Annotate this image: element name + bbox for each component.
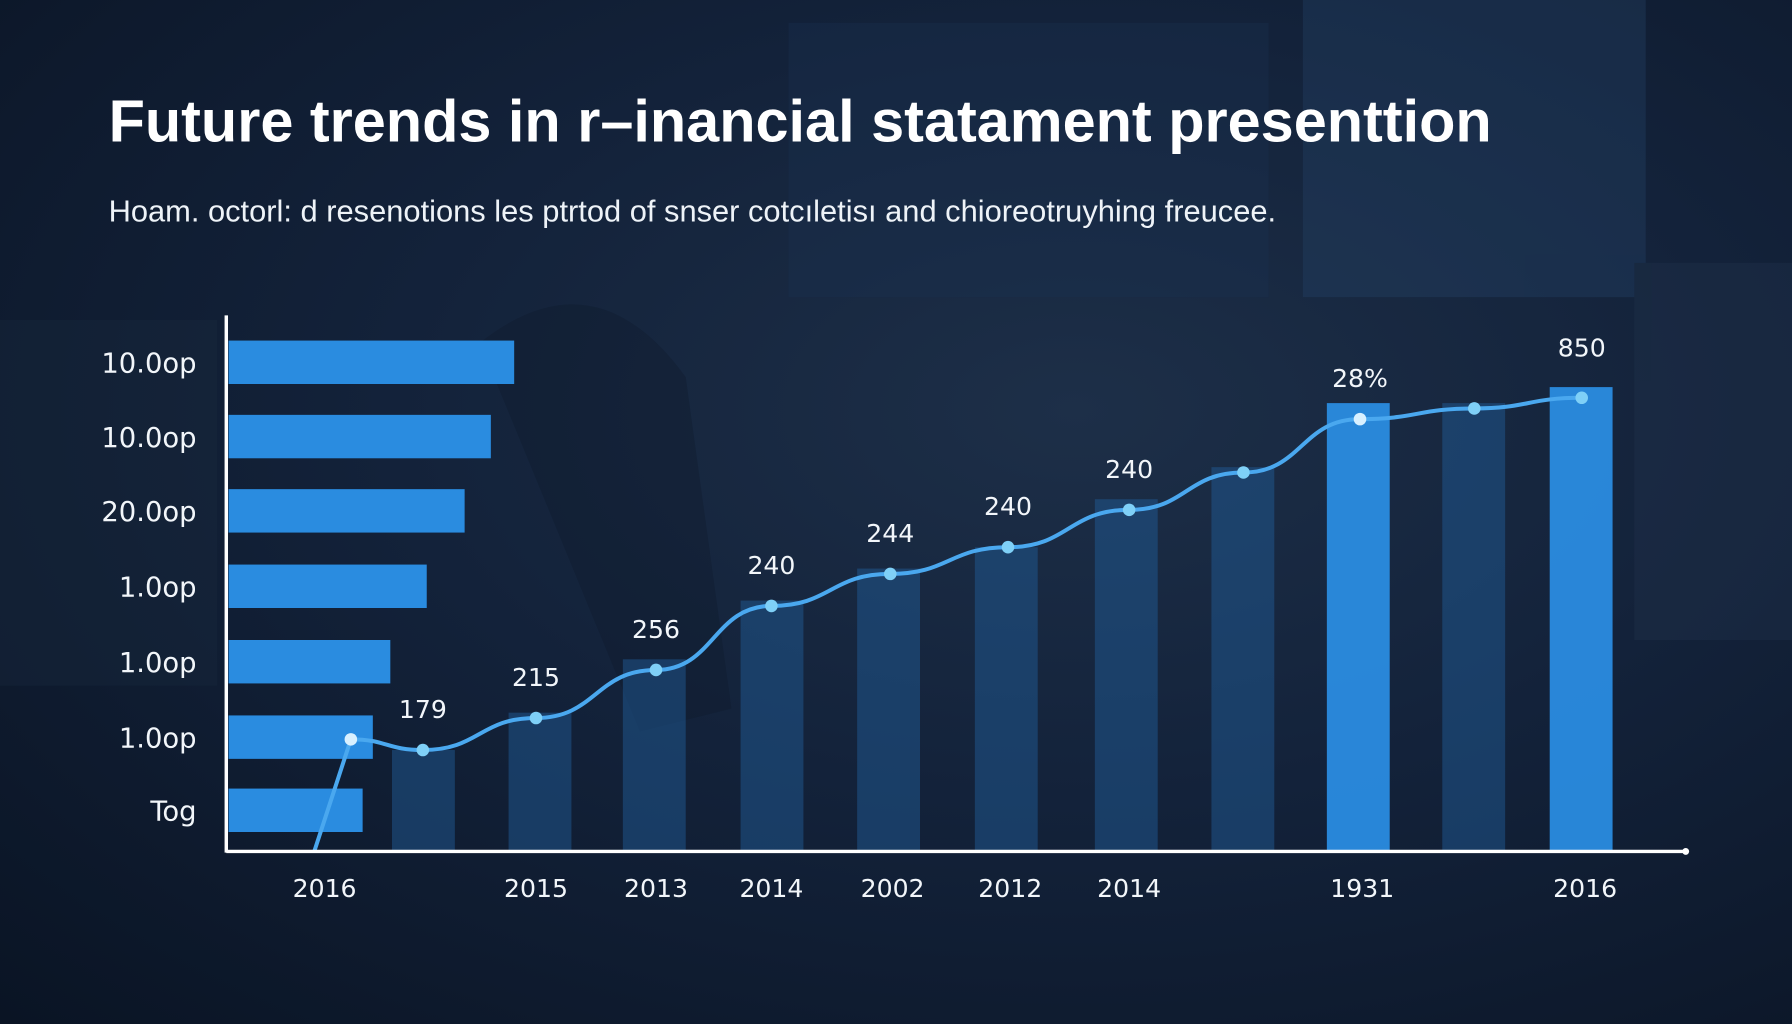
column-bar: [974, 547, 1038, 852]
line-point: [649, 663, 663, 677]
data-label: 256: [632, 615, 680, 644]
data-label: 240: [984, 492, 1032, 521]
horizontal-bar: [228, 414, 491, 459]
line-point: [1353, 412, 1367, 426]
column-bar: [622, 659, 686, 852]
x-tick-label: 1931: [1330, 874, 1394, 903]
chart-subtitle: Hoam. octorl: d resenotions les ptrtod o…: [109, 194, 1277, 229]
column-bar: [508, 712, 572, 852]
line-point: [529, 711, 543, 725]
column-bar: [1326, 403, 1390, 852]
x-tick-label: 2015: [504, 874, 568, 903]
column-bar: [1211, 467, 1275, 852]
line-point: [1575, 391, 1588, 405]
line-point: [1237, 466, 1250, 479]
column-bar: [857, 568, 920, 852]
horizontal-bar: [228, 640, 391, 684]
x-tick-label: 2002: [861, 874, 925, 903]
horizontal-bar: [228, 564, 427, 608]
column-bar: [740, 600, 804, 852]
data-label: 240: [1105, 455, 1153, 484]
chart-title: Future trends in r–inancial statament pr…: [109, 88, 1492, 155]
horizontal-bar: [228, 489, 465, 533]
y-tick-label: 1.0op: [119, 723, 197, 754]
data-label: 244: [866, 519, 914, 548]
line-point: [1468, 402, 1481, 415]
data-label: 179: [399, 695, 447, 724]
y-tick-label: 20.0op: [101, 497, 196, 528]
column-bar: [1094, 499, 1158, 852]
line-point: [884, 567, 897, 581]
y-tick-label: 1.0op: [119, 573, 197, 604]
horizontal-bar: [228, 340, 515, 384]
line-point: [765, 599, 778, 613]
data-label: 240: [747, 551, 795, 580]
background-decor: [788, 0, 1792, 640]
y-tick-label: Tog: [149, 797, 196, 828]
horizontal-bar: [228, 788, 363, 832]
y-tick-label: 10.0op: [101, 349, 196, 380]
y-tick-label: 10.0op: [101, 423, 196, 454]
line-point: [344, 733, 358, 746]
line-point: [416, 743, 430, 757]
column-bar: [1442, 403, 1506, 852]
trend-line: [312, 395, 1582, 853]
x-tick-label: 2014: [1097, 874, 1161, 903]
x-tick-label: 2013: [624, 874, 688, 903]
x-tick-label: 2016: [293, 874, 357, 903]
x-axis-end: [1682, 848, 1690, 855]
data-label: 850: [1558, 334, 1606, 363]
x-tick-label: 2012: [978, 874, 1042, 903]
line-point: [1122, 503, 1136, 517]
x-tick-label: 2014: [739, 874, 803, 903]
data-label: 215: [512, 663, 560, 692]
y-tick-label: 1.0op: [119, 648, 197, 679]
data-label: 28%: [1332, 364, 1388, 393]
x-tick-label: 2016: [1553, 874, 1617, 903]
column-bar: [1549, 387, 1613, 852]
column-bar: [392, 750, 455, 852]
line-point: [1001, 540, 1015, 554]
